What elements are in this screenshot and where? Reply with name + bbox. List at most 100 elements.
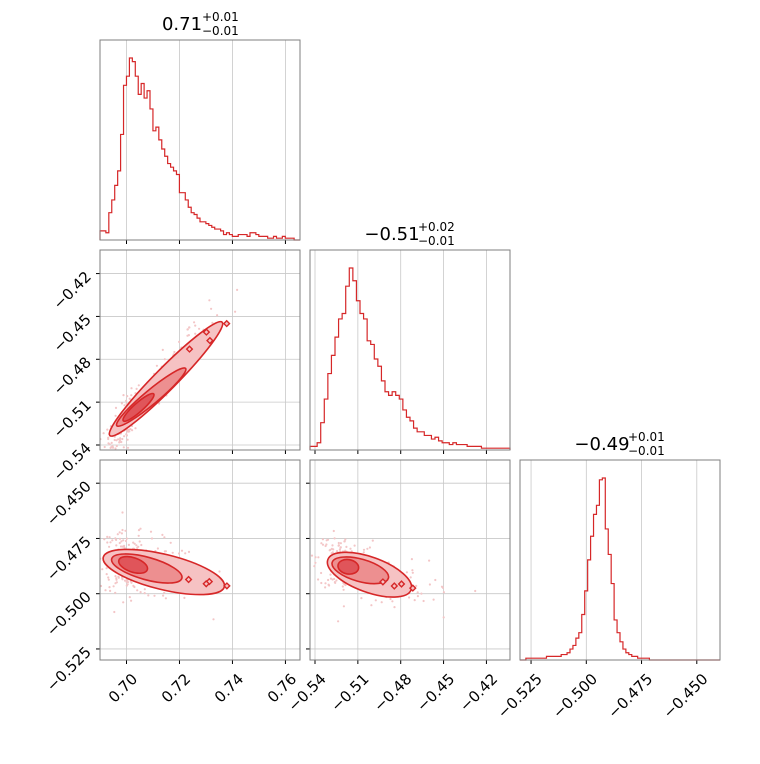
contour-island — [206, 336, 214, 345]
tick-label-y: −0.42 — [50, 268, 95, 313]
scatter-point — [147, 594, 150, 597]
scatter-point — [123, 546, 126, 549]
scatter-point — [120, 540, 123, 543]
scatter-point — [123, 435, 126, 438]
scatter-point — [324, 544, 327, 548]
scatter-point — [107, 576, 110, 579]
scatter-point — [208, 299, 211, 302]
contour-island — [379, 578, 387, 586]
scatter-point — [317, 556, 320, 559]
scatter-point — [327, 578, 330, 582]
scatter-point — [362, 548, 366, 551]
scatter-point — [117, 453, 119, 455]
panel-frame — [99, 39, 301, 241]
scatter-point — [158, 402, 161, 405]
scatter-point — [123, 579, 127, 582]
joint-plot-area — [100, 288, 239, 463]
scatter-point — [97, 571, 99, 573]
scatter-point — [337, 541, 340, 545]
tick-label-x: −0.450 — [660, 670, 712, 722]
tick-label-x: −0.51 — [327, 670, 372, 715]
scatter-point — [115, 577, 118, 580]
tick-label-x: −0.45 — [413, 670, 458, 715]
scatter-point — [338, 548, 341, 551]
panel-title-upper-1: +0.02 — [418, 220, 455, 234]
scatter-point — [107, 578, 110, 581]
scatter-point — [380, 601, 383, 604]
histogram-panel-2 — [519, 459, 721, 664]
scatter-point — [118, 541, 121, 545]
panel-title-upper-2: +0.01 — [628, 430, 665, 444]
scatter-point — [327, 583, 330, 586]
panel-frame — [99, 249, 301, 451]
scatter-point — [353, 544, 356, 547]
scatter-point — [115, 578, 118, 581]
scatter-point — [121, 511, 124, 514]
scatter-point — [332, 529, 335, 533]
scatter-point — [114, 406, 118, 409]
scatter-point — [349, 547, 352, 550]
scatter-point — [126, 395, 129, 398]
scatter-point — [428, 559, 431, 562]
scatter-point — [420, 592, 423, 595]
scatter-point — [183, 596, 186, 599]
scatter-point — [187, 550, 191, 553]
scatter-point — [126, 446, 130, 449]
scatter-point — [331, 544, 334, 547]
scatter-point — [320, 581, 323, 585]
scatter-point — [314, 556, 317, 559]
panel-title-lower-1: −0.01 — [418, 234, 455, 248]
scatter-point — [105, 567, 108, 570]
scatter-point — [115, 544, 118, 547]
contour-island — [222, 319, 231, 328]
scatter-point — [130, 387, 133, 390]
scatter-point — [343, 540, 346, 543]
scatter-point — [389, 597, 392, 601]
scatter-point — [125, 580, 128, 583]
scatter-point — [313, 565, 316, 568]
panel-title-0: 0.71 — [162, 14, 202, 35]
tick-label-x: 0.74 — [211, 670, 247, 706]
scatter-point — [130, 599, 133, 602]
scatter-point — [114, 591, 117, 594]
scatter-point — [143, 588, 146, 591]
scatter-point — [118, 531, 121, 534]
scatter-point — [345, 545, 348, 548]
scatter-point — [442, 616, 445, 619]
scatter-point — [114, 537, 117, 540]
tick-label-y: −0.54 — [50, 439, 95, 484]
scatter-point — [109, 454, 111, 456]
scatter-point — [106, 541, 109, 544]
scatter-point — [326, 538, 330, 541]
scatter-point — [184, 552, 187, 555]
panel-title-lower-2: −0.01 — [628, 444, 665, 458]
scatter-point — [116, 533, 119, 536]
scatter-point — [104, 589, 107, 592]
scatter-point — [416, 591, 419, 594]
panel-frame — [99, 459, 301, 661]
scatter-point — [324, 582, 327, 585]
scatter-point — [125, 537, 128, 540]
contour-island — [390, 582, 399, 590]
histogram-step-line-1 — [309, 267, 511, 450]
scatter-point — [441, 586, 444, 589]
histogram-panel-0 — [99, 39, 301, 244]
scatter-point — [103, 538, 106, 541]
scatter-point — [102, 432, 105, 435]
scatter-point — [121, 578, 124, 581]
scatter-point — [163, 550, 166, 553]
joint-plot-area — [310, 529, 477, 623]
scatter-point — [150, 537, 154, 540]
joint-plot-area — [91, 511, 231, 621]
scatter-point — [103, 452, 105, 454]
scatter-point — [188, 326, 191, 329]
scatter-point — [114, 447, 117, 450]
scatter-point — [122, 446, 125, 449]
scatter-point — [310, 554, 314, 557]
scatter-point — [409, 576, 412, 579]
scatter-point — [137, 529, 141, 532]
scatter-point — [177, 552, 181, 555]
scatter-point — [91, 569, 93, 571]
scatter-point — [194, 324, 197, 327]
scatter-point — [105, 461, 107, 463]
